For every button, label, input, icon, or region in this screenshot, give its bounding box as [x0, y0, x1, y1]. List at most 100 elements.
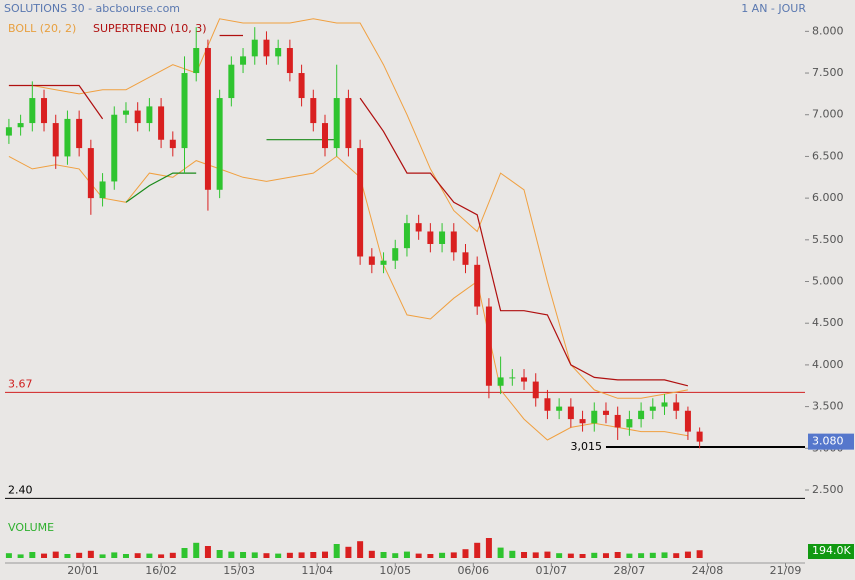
- volume-bar: [544, 551, 551, 558]
- volume-bar: [450, 552, 457, 558]
- candle-body: [64, 118, 71, 157]
- candle-body: [380, 260, 387, 265]
- candle-body: [251, 39, 258, 57]
- volume-bar: [64, 554, 71, 558]
- candle-body: [146, 106, 153, 124]
- candle-body: [357, 148, 364, 257]
- volume-label: VOLUME: [8, 521, 54, 534]
- volume-bar: [251, 552, 258, 558]
- candle-body: [52, 123, 59, 157]
- volume-bar: [532, 552, 539, 558]
- candle-body: [439, 231, 446, 244]
- x-tick-label: 21/09: [770, 564, 802, 577]
- bollinger-upper: [8, 18, 688, 399]
- volume-bar: [556, 553, 563, 558]
- volume-bar: [602, 553, 609, 558]
- volume-bar: [5, 553, 12, 558]
- volume-bar: [649, 552, 656, 558]
- volume-bar: [122, 554, 129, 558]
- candle-body: [322, 123, 328, 149]
- volume-bar: [392, 553, 399, 558]
- y-tick-label: 7.500: [812, 66, 844, 79]
- candle-body: [532, 381, 539, 399]
- volume-bar: [146, 553, 153, 558]
- candle-body: [76, 118, 83, 149]
- candle-body: [614, 414, 621, 428]
- volume-bar: [298, 552, 305, 558]
- candle-body: [181, 73, 188, 149]
- y-tick-label: 8.000: [812, 24, 844, 37]
- candle-body: [17, 123, 24, 128]
- candle-body: [649, 406, 656, 411]
- last-price-tag: [808, 433, 854, 450]
- volume-bar: [427, 554, 434, 558]
- candle-body: [263, 39, 270, 57]
- volume-bar: [439, 552, 446, 558]
- candle-body: [591, 410, 598, 424]
- candle-body: [158, 106, 165, 140]
- volume-bar: [111, 552, 118, 558]
- candle-body: [275, 48, 282, 57]
- volume-bar: [275, 553, 282, 558]
- candle-body: [169, 139, 176, 149]
- candle-body: [497, 377, 504, 386]
- supertrend-above: [8, 34, 689, 387]
- volume-bar: [357, 541, 364, 558]
- volume-bar: [181, 548, 188, 558]
- y-tick-label: 3.500: [812, 400, 844, 413]
- candle-body: [684, 410, 691, 432]
- candle-body: [122, 110, 129, 115]
- candle-body: [673, 402, 680, 411]
- volume-bar: [52, 551, 59, 558]
- candle-body: [509, 377, 516, 379]
- volume-bar: [76, 552, 83, 558]
- volume-bar: [286, 552, 293, 558]
- volume-bar: [638, 553, 645, 558]
- y-tick-label: 5.500: [812, 233, 844, 246]
- candle-body: [403, 223, 410, 249]
- volume-bar: [134, 553, 141, 558]
- volume-bar: [322, 551, 328, 558]
- candle-body: [111, 114, 118, 182]
- volume-bar: [17, 554, 24, 558]
- candle-body: [485, 306, 492, 386]
- candle-body: [228, 64, 235, 99]
- candle-body: [450, 231, 457, 253]
- volume-bar: [99, 554, 106, 558]
- candle-body: [392, 248, 399, 261]
- x-tick-label: 10/05: [379, 564, 411, 577]
- x-tick-label: 11/04: [301, 564, 333, 577]
- x-tick-label: 15/03: [223, 564, 255, 577]
- y-tick-label: 4.500: [812, 316, 844, 329]
- y-tick-label: 6.500: [812, 149, 844, 162]
- y-tick-label: 6.000: [812, 191, 844, 204]
- volume-bar: [673, 553, 680, 558]
- last-volume-tag: [808, 544, 854, 559]
- volume-bar: [579, 554, 586, 558]
- volume-bar: [497, 547, 504, 558]
- volume-bar: [158, 554, 165, 558]
- candle-body: [544, 398, 551, 411]
- legend-bollinger: BOLL (20, 2): [8, 22, 76, 35]
- volume-bar: [29, 552, 36, 558]
- candle-body: [204, 48, 211, 190]
- candle-body: [5, 127, 12, 136]
- volume-bar: [333, 544, 340, 558]
- candle-body: [134, 110, 141, 124]
- last-volume-label: 194.0K: [812, 544, 851, 557]
- candle-body: [626, 419, 633, 428]
- x-tick-label: 06/06: [457, 564, 489, 577]
- level-label: 2.40: [8, 483, 33, 496]
- volume-bar: [626, 553, 633, 558]
- volume-bar: [591, 552, 598, 558]
- last-price-label: 3.080: [812, 435, 844, 448]
- volume-bar: [380, 552, 387, 558]
- candle-body: [368, 256, 375, 265]
- volume-bar: [403, 551, 410, 558]
- candle-body: [567, 406, 574, 420]
- level-label: 3.67: [8, 377, 33, 390]
- candle-body: [240, 56, 247, 65]
- x-tick-label: 24/08: [692, 564, 724, 577]
- volume-bar: [509, 550, 516, 558]
